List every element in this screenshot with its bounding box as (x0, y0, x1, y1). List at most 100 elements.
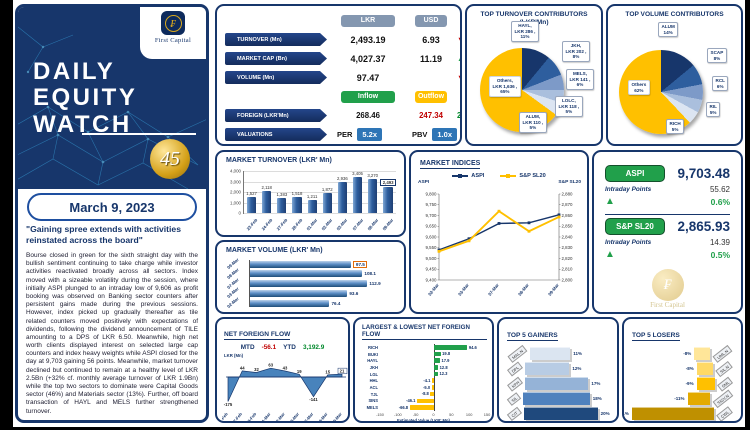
x-tick-label: 0 (432, 411, 435, 417)
market-cap-usd: 11.19 (419, 53, 443, 64)
trend-icon: ▲ (605, 196, 615, 207)
pie-slice-label-RIL: RIL 5% (706, 102, 721, 117)
pie-slice-label-HAYL: HAYL, LKR 286 , 11% (511, 21, 539, 42)
bar-column-28-Feb: 1,518 28-Feb (289, 171, 304, 231)
top-gainers-panel: TOP 5 GAINERS MAL.N 11% DPL 12% KPH 17% SIL 18%… (497, 317, 619, 423)
volume-bar-chart: 09-Mar 97.5 08-Mar 108.1 07-Mar 112.9 03-Mar 93… (226, 257, 398, 309)
turnover-bar-28-Feb (292, 197, 302, 213)
flow-bar-HAYL (433, 358, 440, 364)
anniversary-badge: 45 (150, 139, 190, 179)
bar-value-label: -66.8 (398, 404, 409, 410)
market-cap-label: MARKET CAP (Bn) (225, 52, 327, 65)
bar-value-label: 1,872 (321, 187, 333, 193)
trend-icon: ▼ (457, 36, 460, 44)
x-tick-label: 07-Mar (302, 411, 314, 422)
x-tick-label: 08-Mar (517, 282, 530, 296)
left-tick-label: 9,550 (426, 245, 438, 250)
pie-slice-label-Others: Others 62% (628, 80, 650, 95)
right-tick-label: 2,820 (562, 256, 574, 261)
turnover-bar-03-Mar (337, 182, 347, 213)
report-date: March 9, 2023 (27, 193, 197, 221)
y-tick-label: 4,000 (230, 168, 241, 174)
bar-value-label: -5.0 (423, 384, 431, 390)
sl20-badge: S&P SL20 (605, 218, 665, 235)
foreign-label: FOREIGN (LKR'Mn) (225, 109, 327, 122)
outflow-header: Outflow (415, 90, 447, 103)
turnover-bar-27-Feb (277, 198, 287, 213)
x-axis-label: 02-Mar (320, 217, 334, 232)
y-tick-label: 3,000 (230, 179, 241, 184)
currency-header-row: LKR USD (225, 12, 452, 29)
top-volume-contributors-panel: TOP VOLUME CONTRIBUTORS ALUM 14% SCAP 8% R… (606, 4, 743, 146)
gridline (244, 181, 396, 183)
rank-row-SIL.N: -8% SIL.N (630, 360, 735, 377)
volume-row-02-Mar: 02-Mar 76.4 (226, 296, 398, 309)
bar-track: 12.3 (380, 370, 487, 379)
ticker-label: SIL.N (715, 360, 733, 377)
bar-value-label: -11% (674, 396, 685, 401)
flow-row-TJL: TJL -8.8 (360, 390, 487, 399)
ticker-label: LGL (369, 371, 378, 377)
ytd-value: 3,192.9 (302, 344, 325, 351)
x-tick-label: 100 (465, 411, 473, 417)
bar-value-label: 2,118 (261, 184, 272, 190)
marker-S&P SL20 (467, 239, 471, 243)
marker-ASPI (527, 221, 531, 225)
foreign-netflow: 21.12 (457, 111, 462, 120)
lkr-header: LKR (341, 14, 395, 27)
volume-bar-07-Mar (250, 280, 368, 287)
x-tick-label: -100 (393, 411, 402, 417)
flow-row-BUKI: BUKI 19.8 (360, 350, 487, 359)
point-value: 19 (297, 369, 302, 374)
right-tick-label: 2,840 (562, 234, 574, 239)
ticker-label: TJL (370, 391, 378, 397)
pie-slice-label-ALUM: ALUM 14% (658, 22, 679, 37)
x-axis-ticks: -150 -100 -50 0 50 100 150 (376, 411, 490, 417)
rank-row-CIT: CIT 20% (505, 406, 611, 421)
right-tick-label: 2,810 (562, 267, 574, 272)
bar-track: 94.6 (380, 343, 487, 352)
unit-label: LKR (Mn) (224, 353, 244, 358)
volume-row-09-Mar: 09-Mar 97.5 (226, 257, 398, 270)
bar-value-label: -4.1 (423, 378, 431, 384)
flow-row-RICH: RICH 94.6 (360, 343, 487, 352)
ticker-label: DPL (507, 361, 523, 376)
pie-slice-label-RCL: RCL 6% (712, 76, 729, 91)
bar-value-label: 76.4 (331, 300, 341, 306)
ticker-label: JKH (369, 364, 378, 370)
pct-bar-SIL (523, 392, 590, 405)
foreign-outflow: 247.34 (419, 111, 443, 120)
flow-bar-LGL (433, 371, 438, 377)
valuations-row: VALUATIONS PER 5.2x PBV 1.0x (225, 126, 457, 143)
bar-column-03-Mar: 2,936 03-Mar (335, 171, 350, 231)
net-foreign-flow-panel: NET FOREIGN FLOW MTD -56.1 YTD 3,192.9 L… (215, 317, 350, 423)
rank-row-SML: -9% SML (630, 375, 735, 392)
bar-track: -8.8 (380, 390, 487, 399)
sl20-intraday-points: 14.39 (709, 238, 730, 247)
bar-value-label: 12% (572, 366, 582, 371)
trend-icon: ▲ (457, 55, 460, 63)
panel-title: MARKET TURNOVER (LKR' Mn) (226, 157, 332, 164)
rank-row-MAL.N: MAL.N 11% (505, 344, 611, 363)
pct-bar-CIT (523, 407, 598, 420)
bar-column-01-Mar: 1,211 01-Mar (305, 171, 320, 231)
headline-quote: "Gaining spree extends with activities r… (26, 224, 181, 246)
turnover-bar-08-Mar (368, 178, 378, 213)
volume-label: VOLUME (Mn) (225, 71, 327, 84)
bar-column-09-Mar: 2,493 09-Mar (380, 171, 397, 231)
bar-column-07-Mar: 3,405 07-Mar (350, 171, 365, 231)
turnover-bar-02-Mar (322, 193, 332, 213)
bar-value-label: 20% (600, 411, 610, 416)
sidebar: ₣ First Capital DAILY EQUITY WATCH 45 Ma… (15, 4, 209, 423)
market-cap-row: MARKET CAP (Bn) 4,027.37 11.19 ▲0.3% (225, 50, 460, 67)
foreign-flow-area-chart: -175 44 32 63 43 19 -141 15 21 23-Feb 27-Feb 28-Feb… (222, 363, 348, 422)
ticker-label: SINS (368, 398, 378, 404)
pbv-label: PBV (411, 130, 428, 139)
ticker-label: UML.N (712, 344, 733, 363)
title-line-1: DAILY (33, 58, 116, 85)
flow-bar-MELS (409, 405, 434, 410)
right-tick-label: 2,850 (562, 224, 574, 229)
line-S&P SL20 (438, 209, 560, 253)
watermark-logo-icon: ₣ (651, 269, 684, 301)
